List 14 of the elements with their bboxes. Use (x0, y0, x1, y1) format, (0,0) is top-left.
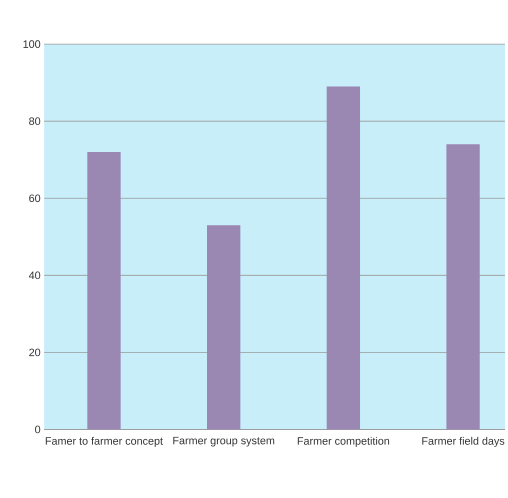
y-tick-label: 0 (35, 426, 40, 434)
x-tick-label: Farmer field days (422, 436, 504, 447)
x-tick-label: Famer to farmer concept (46, 436, 163, 447)
y-tick-label: 80 (29, 117, 40, 125)
y-tick-label: 20 (29, 348, 40, 356)
bar (207, 225, 240, 430)
x-tick-label: Farmer group system (173, 436, 274, 446)
x-tick-label: Farmer competition (298, 436, 390, 447)
bar (446, 144, 480, 430)
y-tick-label: 100 (23, 40, 40, 48)
y-tick-label: 60 (29, 194, 40, 202)
bar (87, 152, 121, 430)
y-tick-label: 40 (28, 271, 40, 280)
bar (326, 86, 360, 430)
